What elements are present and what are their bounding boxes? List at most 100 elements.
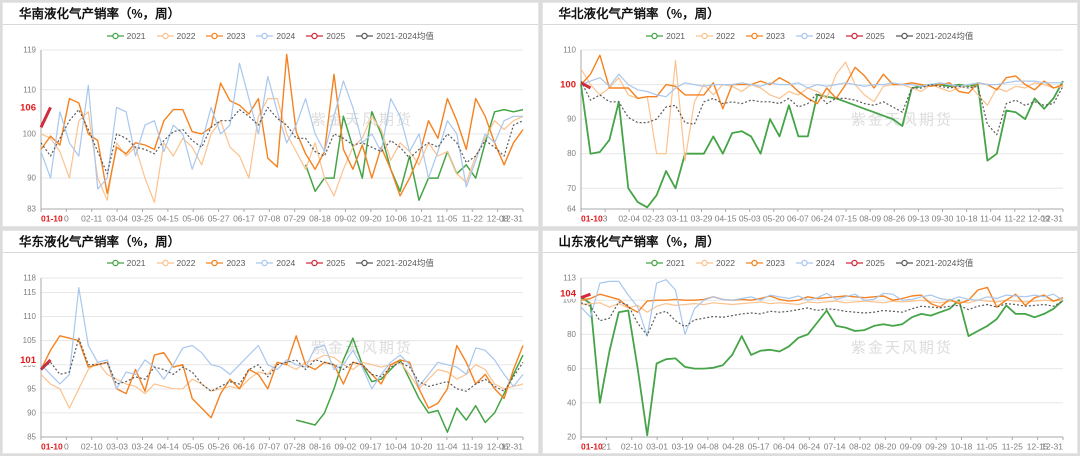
y-tick-label: 90	[27, 174, 36, 183]
x-tick-label: 03-04	[106, 214, 128, 224]
legend-item-2021-2024均值[interactable]: 2021-2024均值	[356, 30, 434, 42]
legend-item-2024[interactable]: 2024	[256, 31, 295, 41]
panel-title-north-china: 华北液化气产销率（%，周）	[542, 3, 1077, 25]
legend-item-2022[interactable]: 2022	[696, 258, 735, 268]
legend-item-2024[interactable]: 2024	[795, 258, 835, 268]
x-tick-label: 06-07	[787, 214, 809, 224]
latest-value-label: 104	[560, 288, 577, 299]
x-tick-label: 07-08	[259, 214, 281, 224]
x-tick-label: 06-16	[233, 441, 255, 451]
legend-item-2021[interactable]: 2021	[106, 258, 146, 268]
legend-label: 2021	[126, 30, 146, 41]
legend-marker-icon	[795, 32, 813, 39]
x-tick-label: 12-31	[502, 441, 524, 451]
x-tick-label: 08-26	[883, 214, 905, 224]
x-tick-label: 03-29	[690, 214, 712, 224]
legend-item-2022[interactable]: 2022	[156, 258, 195, 268]
series-line-2021-2024均值	[40, 106, 524, 175]
legend-label: 2021-2024均值	[376, 30, 434, 41]
legend-marker-icon	[696, 259, 714, 267]
legend-marker-icon	[646, 259, 664, 267]
x-tick-label: 09-17	[360, 441, 382, 451]
legend-item-2021-2024均值[interactable]: 2021-2024均值	[895, 30, 974, 42]
x-tick-label: 03-19	[671, 441, 693, 451]
y-tick-label: 119	[23, 46, 36, 55]
legend-item-2023[interactable]: 2023	[745, 31, 785, 41]
legend-marker-icon	[106, 32, 124, 39]
legend-item-2023[interactable]: 2023	[206, 31, 245, 41]
legend-shandong: 2021 2022 2023 2024 2025 2021-2024均值	[543, 253, 1078, 271]
series-line-2022	[580, 59, 1063, 162]
x-tick-label: 09-30	[931, 214, 953, 224]
legend-label: 2021	[126, 258, 146, 268]
x-tick-label: 07-14	[824, 441, 846, 451]
x-tick-label: 03-03	[106, 441, 128, 451]
legend-item-2025[interactable]: 2025	[306, 258, 345, 268]
x-tick-label: 11-04	[437, 441, 458, 451]
x-tick-label: 3	[602, 214, 607, 224]
x-tick-label: 04-15	[157, 214, 179, 224]
legend-label: 2025	[326, 30, 346, 41]
x-tick-label: 12-31	[1041, 441, 1063, 451]
x-tick-label: 10-18	[950, 441, 972, 451]
x-tick-label: 11-05	[976, 441, 997, 451]
legend-item-2021[interactable]: 2021	[646, 258, 685, 268]
legend-label: 2025	[326, 258, 346, 268]
panel-title-east-china: 华东液化气产销率（%，周）	[3, 231, 538, 253]
series-line-2022	[580, 299, 1063, 313]
legend-item-2025[interactable]: 2025	[845, 31, 885, 41]
x-tick-label: 05-05	[183, 441, 205, 451]
legend-south-china: 2021 2022 2023 2024 2025 2021-2024均值	[3, 25, 538, 43]
legend-marker-icon	[845, 32, 863, 39]
series-line-2023	[40, 53, 524, 197]
series-line-2023	[580, 54, 1063, 110]
x-tick-label: 12-31	[1041, 214, 1063, 224]
legend-label: 2021-2024均值	[915, 30, 974, 41]
x-tick-label: 08-09	[859, 214, 881, 224]
y-tick-label: 85	[27, 432, 36, 441]
legend-label: 2023	[226, 30, 246, 41]
panel-title-shandong: 山东液化气产销率（%，周）	[542, 231, 1077, 253]
x-tick-label: 01-10	[581, 441, 603, 451]
legend-item-2024[interactable]: 2024	[795, 31, 835, 41]
legend-item-2021[interactable]: 2021	[106, 30, 146, 41]
x-tick-label: 04-08	[697, 441, 719, 451]
x-tick-label: 06-04	[773, 441, 795, 451]
legend-item-2021-2024均值[interactable]: 2021-2024均值	[356, 257, 434, 269]
x-tick-label: 12-15	[1027, 441, 1049, 451]
legend-item-2021[interactable]: 2021	[646, 31, 685, 41]
y-tick-label: 118	[23, 273, 36, 282]
legend-marker-icon	[356, 32, 374, 39]
x-tick-label: 02-04	[618, 214, 640, 224]
series-line-2021	[296, 336, 524, 433]
series-line-2025	[580, 292, 591, 299]
legend-item-2022[interactable]: 2022	[156, 31, 195, 41]
series-line-2025	[580, 81, 591, 90]
legend-marker-icon	[156, 32, 174, 39]
y-tick-label: 64	[567, 205, 576, 214]
x-tick-label: 10-21	[411, 214, 433, 224]
legend-item-2025[interactable]: 2025	[845, 258, 885, 268]
y-tick-label: 40	[567, 398, 576, 407]
legend-item-2024[interactable]: 2024	[256, 258, 295, 268]
x-tick-label: 02-10	[81, 441, 103, 451]
annotation-bg	[17, 352, 40, 365]
x-tick-label: 10-06	[386, 214, 408, 224]
legend-label: 2021-2024均值	[915, 258, 974, 268]
legend-label: 2023	[226, 258, 246, 268]
series-line-2025	[40, 358, 52, 371]
legend-marker-icon	[745, 259, 763, 267]
legend-item-2025[interactable]: 2025	[306, 31, 345, 41]
series-line-2021	[305, 108, 524, 201]
legend-marker-icon	[745, 32, 763, 39]
legend-label: 2024	[276, 258, 296, 268]
legend-item-2021-2024均值[interactable]: 2021-2024均值	[895, 257, 974, 269]
x-tick-label: 07-28	[284, 441, 306, 451]
legend-marker-icon	[845, 259, 863, 267]
x-tick-label: 11-04	[980, 214, 1001, 224]
legend-item-2023[interactable]: 2023	[206, 258, 245, 268]
y-tick-label: 100	[23, 129, 37, 138]
legend-item-2022[interactable]: 2022	[696, 31, 735, 41]
legend-item-2023[interactable]: 2023	[745, 258, 785, 268]
legend-north-china: 2021 2022 2023 2024 2025 2021-2024均值	[543, 25, 1078, 43]
